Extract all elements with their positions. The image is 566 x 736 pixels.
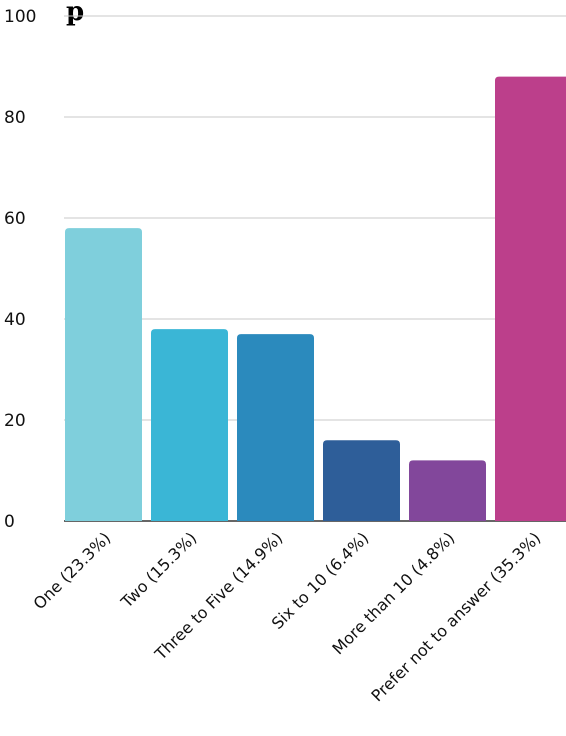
bar (323, 440, 400, 521)
x-tick-label: One (23.3%) (29, 528, 114, 613)
bar (495, 76, 566, 521)
bar (409, 460, 486, 521)
y-tick-label: 20 (4, 411, 26, 431)
x-axis-labels: One (23.3%) Two (15.3%)Three to Five (14.… (29, 528, 544, 705)
y-tick-label: 40 (4, 310, 26, 330)
chart-title-fragment: p (66, 0, 84, 27)
bar (237, 334, 314, 521)
y-tick-label: 0 (4, 512, 15, 532)
y-tick-label: 80 (4, 108, 26, 128)
y-tick-label: 60 (4, 209, 26, 229)
y-tick-label: 100 (4, 7, 36, 27)
x-tick-label: Two (15.3%) (117, 528, 201, 612)
x-tick-label: Prefer not to answer (35.3%) (367, 528, 544, 705)
bar (151, 329, 228, 521)
y-axis-ticks: 0 20 40 60 80 100 (4, 7, 36, 532)
bar (65, 228, 142, 521)
bars (65, 76, 566, 521)
